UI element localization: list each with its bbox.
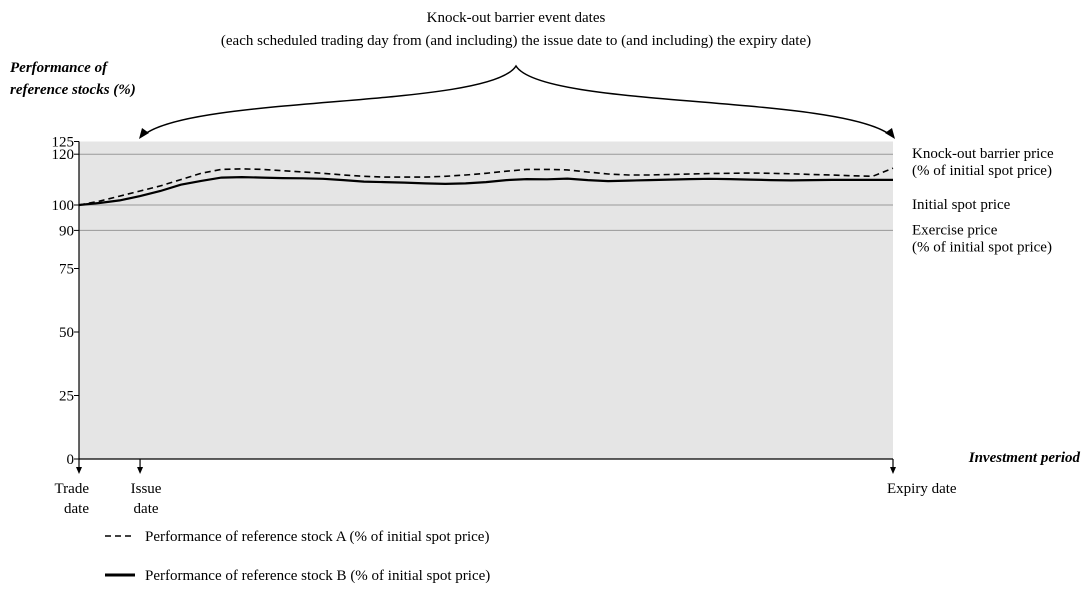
brace (144, 64, 890, 135)
series-line (78, 175, 893, 207)
reference-label: Initial spot price (912, 197, 1011, 213)
x-tick-label: Issue (131, 481, 162, 497)
legend-label: Performance of reference stock B (% of i… (145, 568, 490, 584)
reference-label: Exercise price (912, 222, 998, 238)
y-tick-label: 125 (52, 135, 75, 151)
y-axis-label: Performance of (10, 60, 109, 76)
arrowhead (890, 467, 896, 474)
y-tick-label: 0 (67, 452, 75, 468)
arrowhead (76, 467, 82, 474)
arrowhead (139, 128, 149, 139)
reference-label: (% of initial spot price) (912, 163, 1052, 179)
arrowhead (885, 128, 895, 139)
y-tick-label: 50 (59, 325, 74, 341)
x-tick-label: date (64, 501, 89, 517)
y-tick-label: 75 (59, 262, 74, 278)
legend-label: Performance of reference stock A (% of i… (145, 529, 489, 545)
y-tick-label: 100 (52, 198, 75, 214)
y-tick-label: 90 (59, 223, 74, 239)
x-axis-label: Investment period (968, 450, 1081, 466)
series-line (78, 167, 894, 206)
reference-label: Knock-out barrier price (912, 146, 1054, 162)
chart-subtitle: (each scheduled trading day from (and in… (221, 33, 811, 49)
x-tick-label: Expiry date (887, 481, 957, 497)
x-tick-label: Trade (55, 481, 90, 497)
chart-title: Knock-out barrier event dates (427, 10, 606, 26)
y-tick-label: 25 (59, 389, 74, 405)
arrowhead (137, 467, 144, 474)
y-tick-label: 120 (52, 147, 75, 163)
y-axis-label: reference stocks (%) (10, 82, 136, 98)
plot-background (79, 141, 893, 459)
x-tick-label: date (134, 501, 159, 517)
reference-label: (% of initial spot price) (912, 239, 1052, 255)
